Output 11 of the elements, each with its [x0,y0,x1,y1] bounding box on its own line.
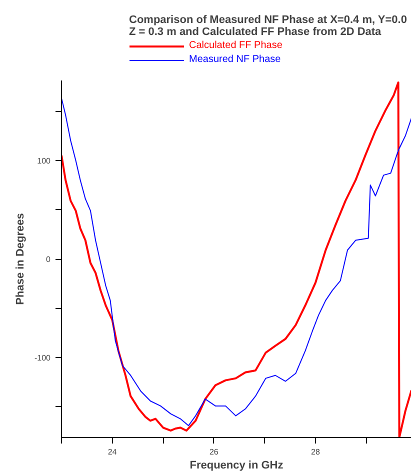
chart-title: Comparison of Measured NF Phase at X=0.4 m, Y=0.0 Z = 0.3 m and Calculated FF Phase from 2D Data [129,14,407,38]
x-tick-label: 28 [311,448,320,456]
y-tick-label: -100 [34,354,52,363]
y-axis-title: Phase in Degrees [14,213,26,305]
text: Calculated FF Phase [189,40,282,51]
y-tick-label: 0 [46,255,52,264]
x-tick-label: 24 [108,448,118,456]
x-axis-title: Frequency in GHz [190,460,284,472]
x-tick-label: 26 [209,448,219,456]
y-tick-label: 100 [37,156,52,166]
text: Measured NF Phase [189,54,281,65]
